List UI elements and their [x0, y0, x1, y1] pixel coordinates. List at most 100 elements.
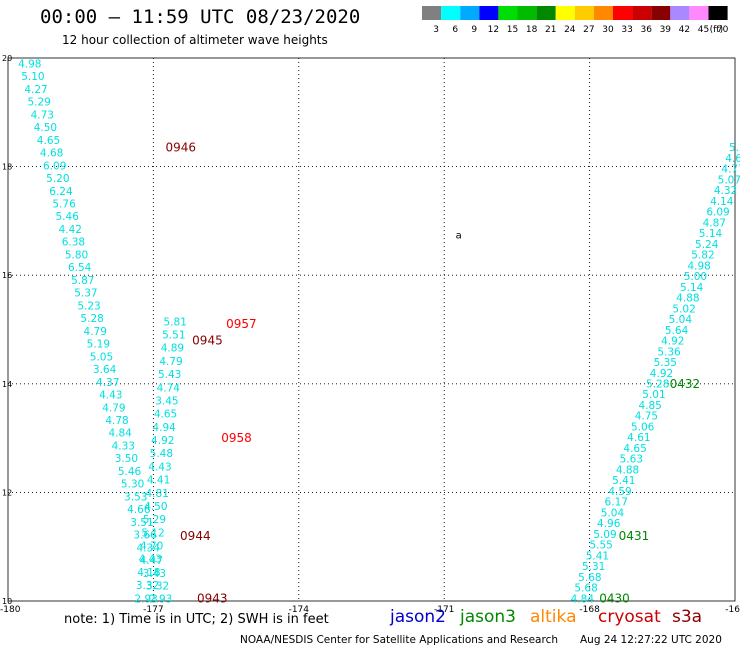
track-b-value: 4.65	[154, 409, 177, 421]
track-a-value: 4.50	[34, 122, 57, 134]
track-c-value: 4.85	[638, 400, 661, 412]
track-b-value: 4.41	[147, 475, 170, 487]
legend-label-15: 15	[507, 25, 518, 35]
track-a-value: 4.37	[96, 377, 119, 389]
legend-label-39: 39	[660, 25, 672, 35]
legend-label-33: 33	[621, 25, 632, 35]
track-a-value: 5.80	[65, 249, 88, 261]
track-c-value: 5.68	[574, 583, 597, 595]
track-a-value: 4.78	[105, 415, 128, 427]
track-b-value: 5.81	[164, 316, 187, 328]
pass-time-label-0432: 0432	[670, 377, 701, 391]
map-grid	[7, 57, 736, 602]
x-tick-label: -171	[434, 605, 454, 615]
track-a-value: 3.64	[93, 364, 117, 376]
legend-label-21: 21	[545, 25, 556, 35]
credit-text: NOAA/NESDIS Center for Satellite Applica…	[240, 634, 558, 646]
pass-time-label-0943: 0943	[197, 591, 228, 605]
legend-label-18: 18	[526, 25, 538, 35]
track-a-value: 5.46	[118, 466, 142, 478]
track-c-value: 5.41	[586, 550, 609, 562]
pass-time-label-0430: 0430	[599, 591, 630, 605]
legend-label-6: 6	[452, 25, 458, 35]
track-a-value: 3.50	[115, 453, 138, 465]
track-c-value: 4.14	[710, 196, 734, 208]
pass-time-label-0957: 0957	[226, 317, 257, 331]
track-a-value: 5.46	[56, 211, 80, 223]
track-a-value: 5.76	[52, 199, 76, 211]
track-a-value: 4.66	[127, 504, 151, 516]
track-b-value: 4.74	[157, 382, 181, 394]
track-c-value: 5.55	[589, 540, 612, 552]
track-b-value: 4.94	[152, 422, 176, 434]
units-note: note: 1) Time is in UTC; 2) SWH is in fe…	[64, 612, 329, 627]
track-c-value: 5.24	[695, 239, 719, 251]
track-a-value: 5.29	[27, 97, 50, 109]
track-a-value: 3.32	[146, 581, 169, 593]
track-a-value: 4.79	[102, 402, 125, 414]
legend-label-27: 27	[583, 25, 594, 35]
track-a-value: 4.65	[37, 135, 60, 147]
legend-swatch-27	[574, 6, 594, 20]
legend-swatch-9	[460, 6, 480, 20]
track-c-value: 5.04	[669, 314, 693, 326]
track-c-value: 4.61	[627, 432, 650, 444]
track-c-value: 5.82	[691, 250, 714, 262]
pass-time-label-0958: 0958	[221, 431, 252, 445]
track-a-value: 6.09	[43, 160, 66, 172]
track-a-value: 3.66	[133, 530, 157, 542]
track-a-value: 3.51	[130, 517, 153, 529]
track-c-value: 5.36	[657, 346, 681, 358]
y-tick-label: 18	[2, 163, 12, 172]
legend-label-30: 30	[602, 25, 614, 35]
track-a-value: 4.34	[137, 542, 161, 554]
track-c-value: 4.98	[687, 260, 710, 272]
pass-time-label-0944: 0944	[180, 529, 211, 543]
track-a-value: 3.53	[124, 491, 147, 503]
track-c-value: 4.96	[597, 518, 621, 530]
track-a-value: 4.42	[59, 224, 82, 236]
track-c-value: 5.07	[718, 174, 740, 186]
track-b-value: 5.51	[162, 330, 185, 342]
track-a-value: 5.19	[87, 339, 110, 351]
y-tick-label: 12	[2, 488, 12, 497]
track-b-value: 5.48	[150, 448, 173, 460]
track-b-value: 4.79	[159, 356, 182, 368]
track-c-value: 4.59	[608, 486, 631, 498]
track-b-value: 4.43	[139, 554, 162, 566]
track-c-value: 5.63	[620, 454, 643, 466]
pass-time-labels: 09460945095709580944094304320431043004	[166, 141, 701, 606]
track-a-value: 4.98	[18, 58, 41, 70]
track-b-value: 2.93	[134, 593, 157, 605]
track-a-value: 5.37	[74, 288, 97, 300]
track-a-value: 4.79	[84, 326, 107, 338]
legend-swatch-42	[670, 6, 690, 20]
track-a-value: 6.54	[68, 262, 92, 274]
track-a-value: 5.23	[77, 300, 100, 312]
track-c-value: 5.14	[680, 282, 704, 294]
track-a-value: 5.20	[46, 173, 69, 185]
track-b-value: 4.18	[137, 567, 160, 579]
legend-swatch-24	[555, 6, 575, 20]
track-b-value: 5.29	[143, 514, 166, 526]
track-c-value: 4.32	[714, 185, 737, 197]
track-a-value: 6.24	[49, 186, 73, 198]
legend-swatch-30	[593, 6, 613, 20]
track-a-value: 5.30	[121, 479, 144, 491]
track-a-value: 6.38	[62, 237, 85, 249]
track-c-value: 5.09	[593, 529, 616, 541]
legend-label-12: 12	[488, 25, 499, 35]
pass-time-label-0431: 0431	[619, 529, 650, 543]
track-c-value: 5.01	[642, 389, 665, 401]
track-c-value: 6.17	[605, 497, 628, 509]
pass-time-label-0945: 0945	[192, 333, 223, 347]
satellite-cryosat-label: cryosat	[598, 607, 661, 627]
legend-swatch-21	[536, 6, 556, 20]
x-tick-label: -16	[725, 605, 740, 615]
legend-label-24: 24	[564, 25, 576, 35]
x-tick-label: -180	[0, 605, 21, 615]
track-a-value: 5.10	[21, 71, 44, 83]
track-c-value: 4.77	[721, 164, 740, 176]
legend-swatch-33	[613, 6, 633, 20]
track-c-value: 5.68	[578, 572, 601, 584]
